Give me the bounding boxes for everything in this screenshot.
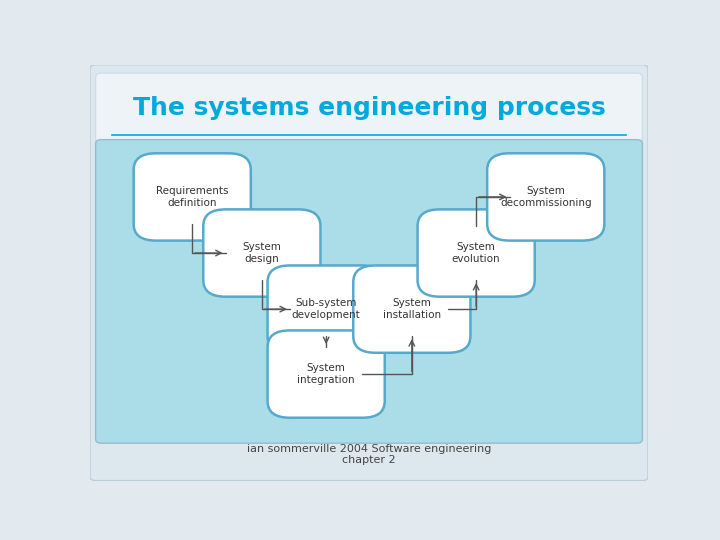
Text: System
evolution: System evolution [452,242,500,264]
FancyBboxPatch shape [203,210,320,296]
FancyBboxPatch shape [354,266,470,353]
Text: Requirements
definition: Requirements definition [156,186,228,208]
Text: System
decommissioning: System decommissioning [500,186,592,208]
FancyBboxPatch shape [134,153,251,241]
FancyBboxPatch shape [268,266,384,353]
FancyBboxPatch shape [268,330,384,418]
Text: System
installation: System installation [383,298,441,320]
FancyBboxPatch shape [418,210,535,296]
FancyBboxPatch shape [96,73,642,144]
Text: ian sommerville 2004 Software engineering
chapter 2: ian sommerville 2004 Software engineerin… [247,443,491,465]
Text: Sub-system
development: Sub-system development [292,298,361,320]
FancyBboxPatch shape [487,153,604,241]
FancyBboxPatch shape [90,65,648,481]
Text: System
design: System design [243,242,282,264]
Text: System
integration: System integration [297,363,355,385]
FancyBboxPatch shape [96,140,642,443]
Text: The systems engineering process: The systems engineering process [132,97,606,120]
